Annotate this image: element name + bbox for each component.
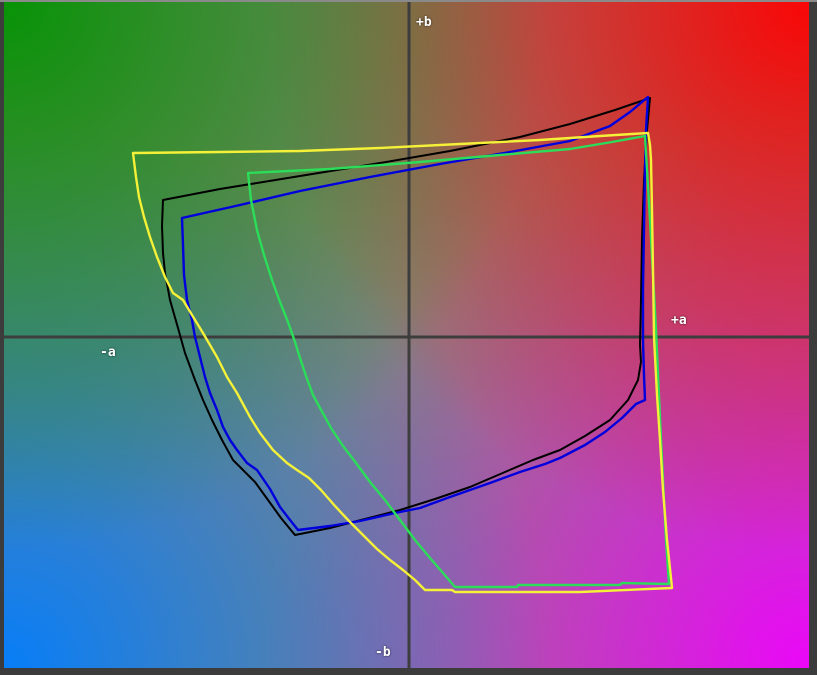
axis-label-minus-a: -a [100,345,116,360]
green-gamut-outline [246,134,671,589]
black-gamut-outline [161,97,651,536]
blue-gamut-outline [180,95,650,532]
axis-label-plus-b: +b [416,15,432,30]
frame-top-highlight [0,0,817,2]
axis-label-minus-b: -b [375,645,391,660]
yellow-gamut-outline [131,131,674,594]
axis-label-plus-a: +a [671,313,687,328]
lab-ab-plane-background [4,2,809,668]
